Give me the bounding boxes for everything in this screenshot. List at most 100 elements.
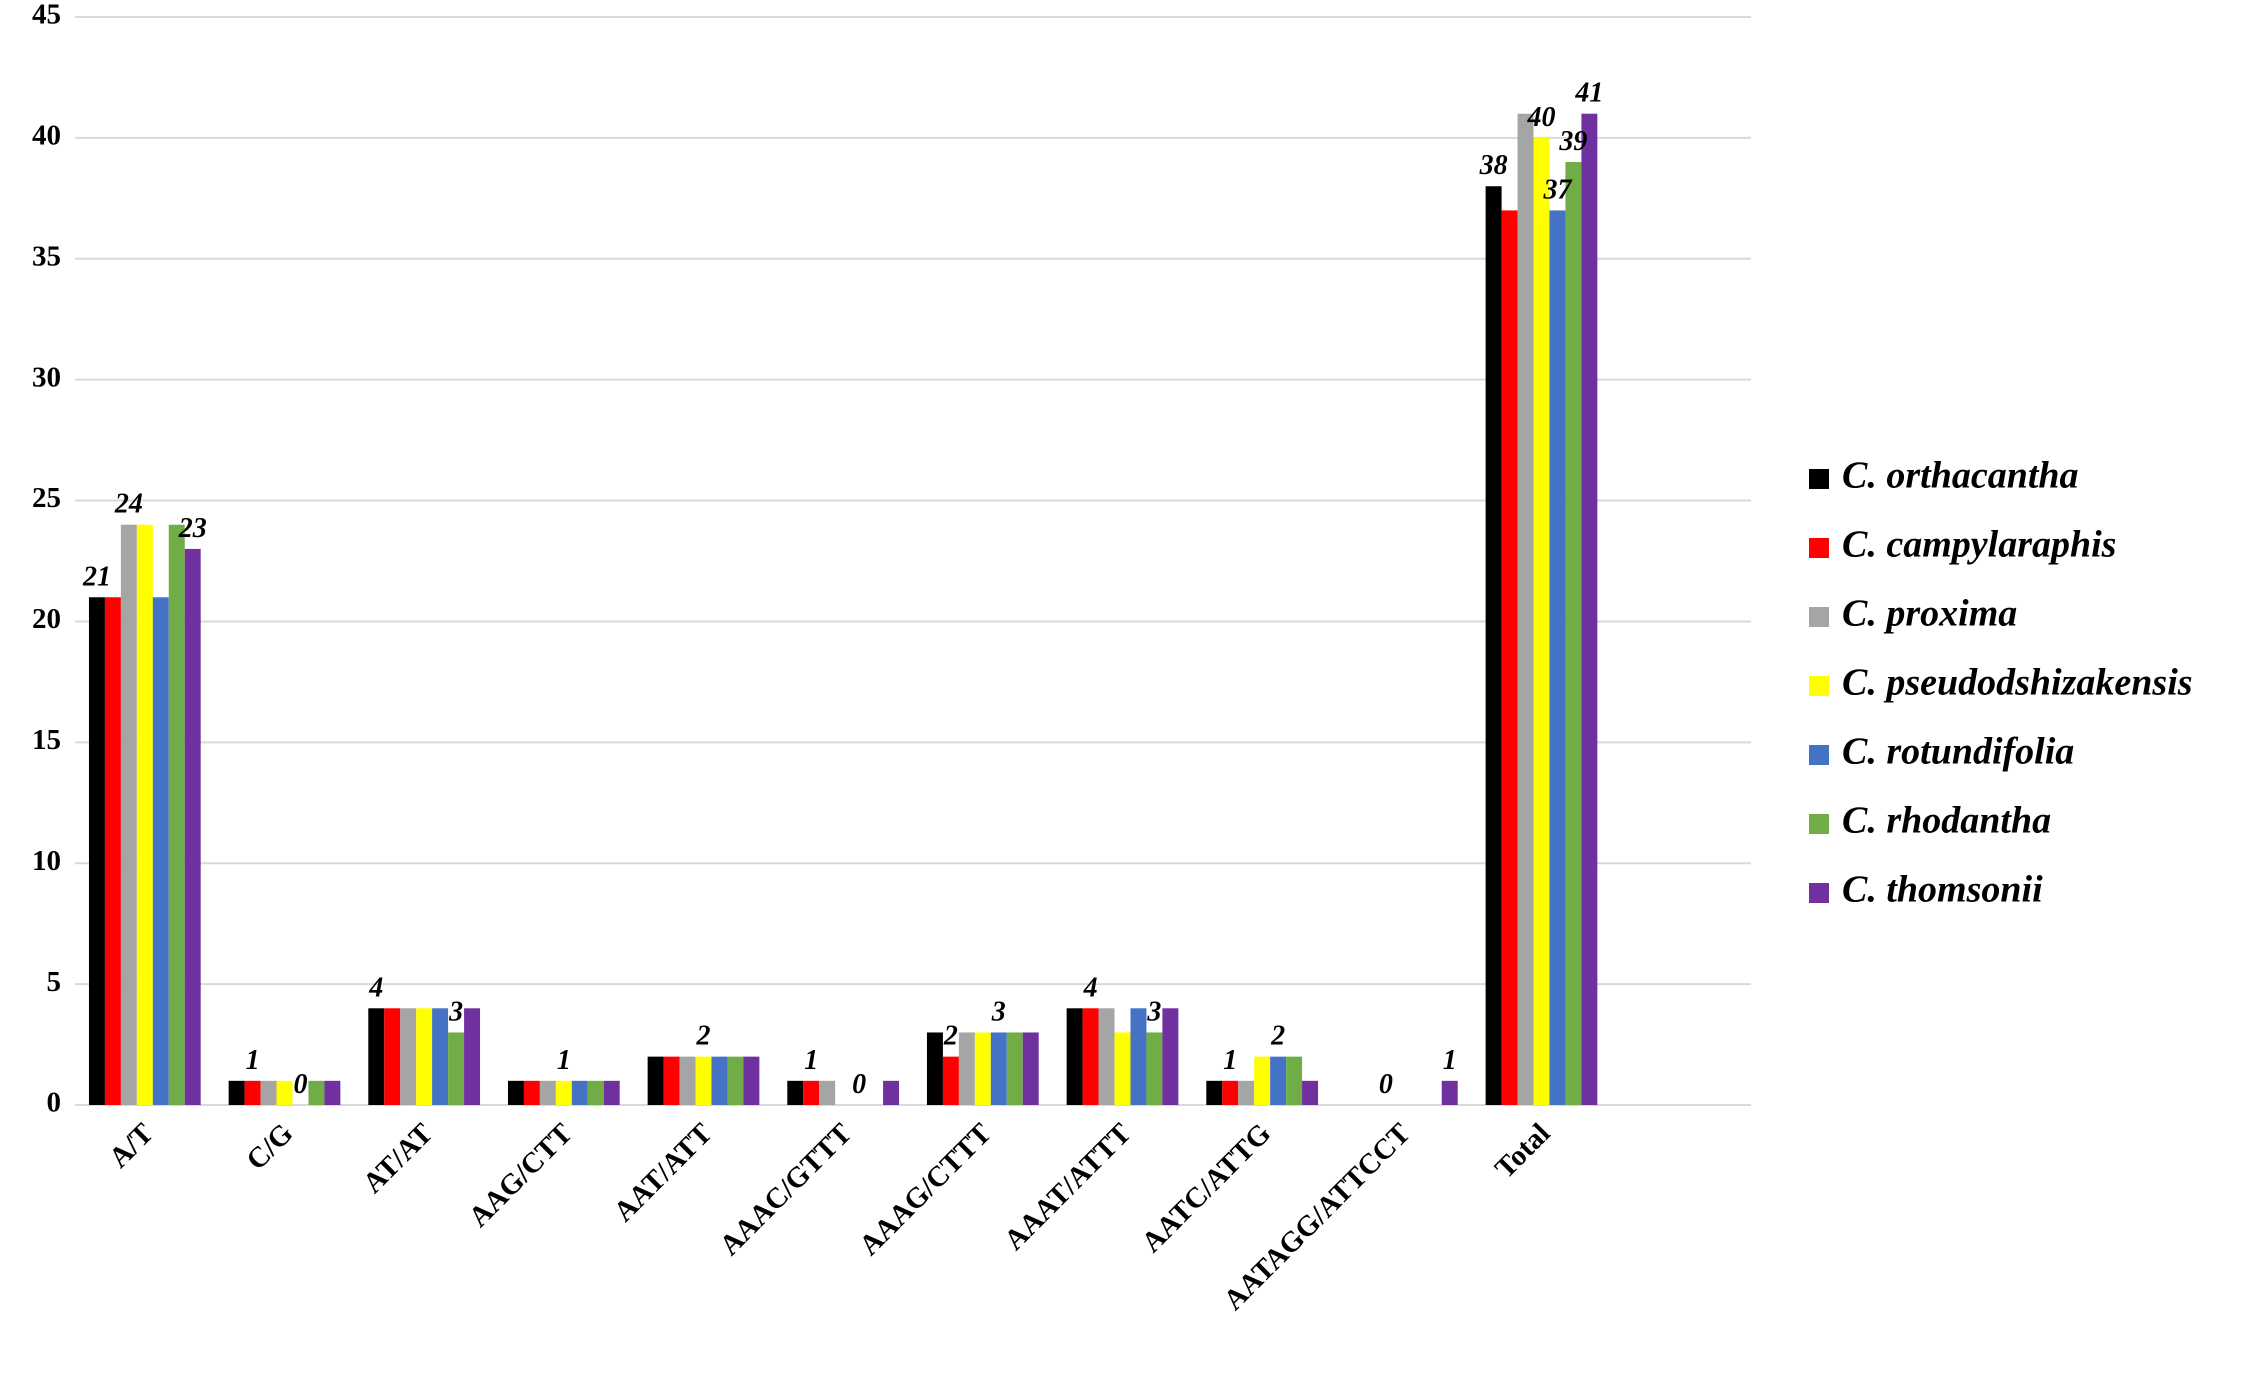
x-tick-label: AATC/ATTG bbox=[1136, 1117, 1277, 1258]
data-label: 23 bbox=[178, 513, 207, 544]
bar bbox=[663, 1056, 680, 1105]
bar bbox=[368, 1008, 385, 1105]
bar bbox=[168, 524, 185, 1105]
legend-marker bbox=[1809, 745, 1829, 765]
bar bbox=[883, 1080, 900, 1105]
bar bbox=[1114, 1032, 1131, 1105]
y-tick-label: 15 bbox=[32, 724, 61, 756]
bar bbox=[1098, 1008, 1115, 1105]
legend-label: C. campylaraphis bbox=[1842, 524, 2116, 566]
y-tick-label: 10 bbox=[32, 845, 61, 877]
bar bbox=[679, 1056, 696, 1105]
data-label: 0 bbox=[1379, 1069, 1393, 1100]
bar bbox=[743, 1056, 760, 1105]
bar bbox=[432, 1008, 449, 1105]
y-tick-label: 5 bbox=[47, 966, 62, 998]
bar bbox=[990, 1032, 1007, 1105]
data-label: 3 bbox=[991, 996, 1006, 1027]
bar bbox=[1254, 1056, 1271, 1105]
data-label: 1 bbox=[557, 1045, 571, 1076]
y-tick-label: 35 bbox=[32, 240, 61, 272]
y-tick-label: 0 bbox=[47, 1087, 62, 1119]
bar bbox=[416, 1008, 433, 1105]
bar bbox=[555, 1080, 572, 1105]
bar bbox=[244, 1080, 261, 1105]
bar bbox=[647, 1056, 664, 1105]
bar bbox=[324, 1080, 341, 1105]
y-tick-label: 30 bbox=[32, 361, 61, 393]
data-label: 21 bbox=[82, 561, 111, 592]
bar bbox=[1162, 1008, 1179, 1105]
bar bbox=[1549, 210, 1566, 1105]
data-label: 4 bbox=[1083, 972, 1098, 1003]
bar bbox=[464, 1008, 481, 1105]
legend-marker bbox=[1809, 469, 1829, 489]
bar bbox=[1006, 1032, 1023, 1105]
legend-marker bbox=[1809, 883, 1829, 903]
bar bbox=[711, 1056, 728, 1105]
data-label: 39 bbox=[1558, 126, 1587, 157]
y-tick-label: 20 bbox=[32, 603, 61, 635]
data-label: 0 bbox=[852, 1069, 866, 1100]
data-label: 2 bbox=[943, 1021, 958, 1052]
legend-label: C. rotundifolia bbox=[1842, 731, 2074, 773]
bar bbox=[384, 1008, 401, 1105]
bar bbox=[1082, 1008, 1099, 1105]
data-label: 1 bbox=[1223, 1045, 1237, 1076]
bar bbox=[539, 1080, 556, 1105]
x-tick-label: Total bbox=[1489, 1117, 1556, 1184]
bar bbox=[88, 597, 105, 1105]
data-label: 37 bbox=[1542, 174, 1572, 205]
bar bbox=[308, 1080, 325, 1105]
bar bbox=[1533, 137, 1550, 1105]
bar bbox=[448, 1032, 465, 1105]
bar bbox=[603, 1080, 620, 1105]
bar bbox=[1501, 210, 1518, 1105]
x-tick-label: AAAT/ATTT bbox=[998, 1117, 1137, 1256]
bar bbox=[260, 1080, 277, 1105]
data-label: 1 bbox=[804, 1045, 818, 1076]
bar bbox=[1222, 1080, 1239, 1105]
bar bbox=[184, 548, 201, 1105]
bar bbox=[1485, 186, 1502, 1105]
legend-marker bbox=[1809, 607, 1829, 627]
data-label: 0 bbox=[293, 1069, 307, 1100]
bar bbox=[1022, 1032, 1039, 1105]
data-label: 4 bbox=[368, 972, 383, 1003]
data-label: 38 bbox=[1479, 150, 1508, 181]
bar bbox=[926, 1032, 943, 1105]
legend-label: C. rhodantha bbox=[1842, 800, 2051, 842]
y-tick-label: 45 bbox=[32, 0, 61, 31]
bar bbox=[104, 597, 121, 1105]
data-label: 3 bbox=[448, 996, 463, 1027]
bar bbox=[958, 1032, 975, 1105]
bar bbox=[819, 1080, 836, 1105]
legend-marker bbox=[1809, 814, 1829, 834]
bar bbox=[523, 1080, 540, 1105]
bar bbox=[152, 597, 169, 1105]
legend-marker bbox=[1809, 676, 1829, 696]
bar bbox=[120, 524, 137, 1105]
bar bbox=[1270, 1056, 1287, 1105]
legend-label: C. pseudodshizakensis bbox=[1842, 662, 2193, 704]
legend-label: C. proxima bbox=[1842, 593, 2017, 635]
data-label: 3 bbox=[1146, 996, 1161, 1027]
bar bbox=[1517, 113, 1534, 1105]
bar bbox=[787, 1080, 804, 1105]
x-tick-label: AAAG/CTTT bbox=[853, 1117, 998, 1262]
bar bbox=[1066, 1008, 1083, 1105]
bar bbox=[1238, 1080, 1255, 1105]
legend-marker bbox=[1809, 538, 1829, 558]
data-label: 1 bbox=[246, 1045, 260, 1076]
x-tick-label: AT/AT bbox=[357, 1117, 439, 1199]
x-tick-label: A/T bbox=[103, 1117, 160, 1174]
legend-label: C. orthacantha bbox=[1842, 455, 2079, 497]
bar bbox=[803, 1080, 820, 1105]
legend-label: C. thomsonii bbox=[1842, 869, 2043, 911]
bar bbox=[400, 1008, 417, 1105]
x-tick-label: AAG/CTT bbox=[463, 1117, 579, 1233]
bar bbox=[974, 1032, 991, 1105]
bar bbox=[507, 1080, 524, 1105]
data-label: 2 bbox=[696, 1021, 711, 1052]
